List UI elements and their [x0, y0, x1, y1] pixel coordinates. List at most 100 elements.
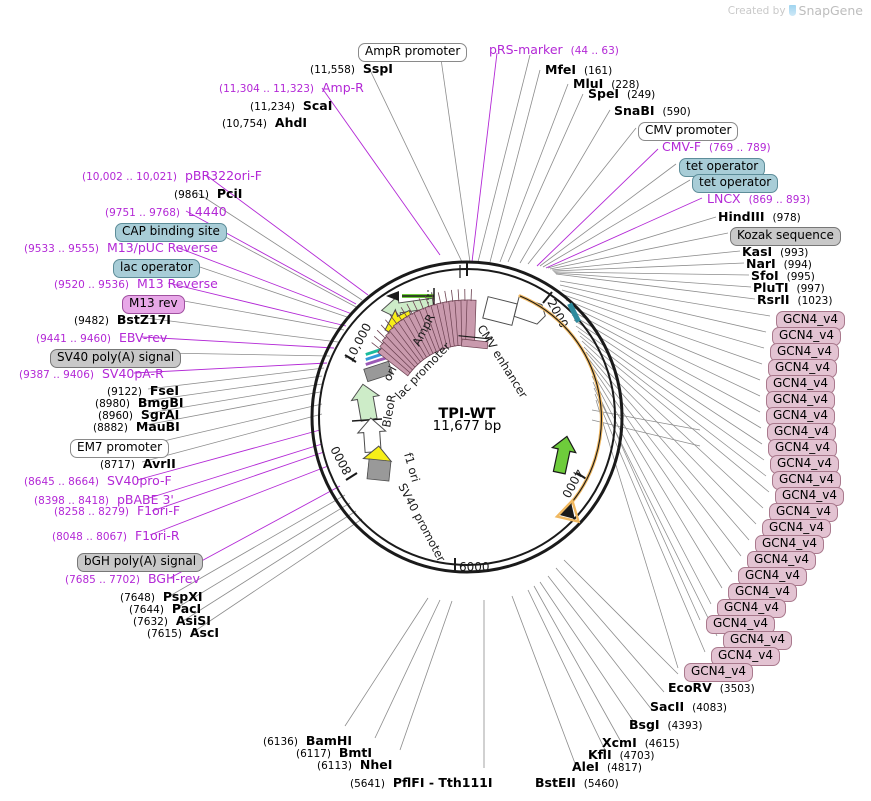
- feature-pill-gcn4-v4-5[interactable]: GCN4_v4: [766, 375, 836, 394]
- enzyme-label-asisi[interactable]: (7632) AsiSI: [133, 613, 211, 628]
- label-position: (8980): [95, 398, 130, 410]
- enzyme-label-bstz17i[interactable]: (9482) BstZ17I: [74, 313, 171, 327]
- leader-lines-primer-top: [321, 52, 703, 269]
- label-position: (249): [627, 89, 656, 101]
- primer-label-f1ori-r[interactable]: (8048 .. 8067) F1ori-R: [52, 529, 180, 543]
- feature-pill-gcn4-v4-8[interactable]: GCN4_v4: [767, 423, 837, 442]
- feature-lac-promoter: [363, 345, 394, 383]
- feature-cmv-enhancer: [482, 296, 581, 326]
- enzyme-label-alei[interactable]: AleI (4817): [572, 760, 642, 774]
- feature-pill-bgh-polya[interactable]: bGH poly(A) signal: [77, 553, 204, 572]
- enzyme-label-pspxi[interactable]: (7648) PspXI: [120, 590, 203, 604]
- label-name: AsiSI: [175, 613, 211, 628]
- enzyme-label-spei[interactable]: SpeI (249): [588, 87, 656, 101]
- label-name: AvrII: [142, 456, 176, 471]
- label-position: (10,754): [222, 118, 267, 130]
- feature-pill-sv40-polya[interactable]: SV40 poly(A) signal: [50, 349, 182, 368]
- enzyme-label-asci[interactable]: (7615) AscI: [147, 626, 219, 640]
- enzyme-label-pflfi[interactable]: (5641) PflFI - Tth111I: [350, 776, 493, 790]
- enzyme-label-snabi[interactable]: SnaBI (590): [614, 104, 691, 118]
- enzyme-label-ecorv[interactable]: EcoRV (3503): [668, 681, 755, 695]
- enzyme-label-maubi[interactable]: (8882) MauBI: [93, 420, 180, 434]
- enzyme-label-avrii[interactable]: (8717) AvrII: [100, 456, 176, 471]
- primer-label-sv40pa-r[interactable]: (9387 .. 9406) SV40pA-R: [19, 366, 164, 381]
- primer-label-prs-marker[interactable]: pRS-marker (44 .. 63): [489, 43, 619, 57]
- enzyme-label-sspi[interactable]: (11,558) SspI: [310, 62, 393, 76]
- enzyme-label-xcmi[interactable]: XcmI (4615): [602, 736, 680, 750]
- enzyme-label-nari[interactable]: NarI (994): [746, 257, 812, 271]
- feature-pill-cmv-promoter[interactable]: CMV promoter: [638, 122, 739, 141]
- label-position: (8258 .. 8279): [54, 506, 129, 518]
- feature-pill-em7-promoter[interactable]: EM7 promoter: [70, 439, 170, 458]
- primer-label-pbabe-3[interactable]: (8398 .. 8418) pBABE 3': [34, 493, 174, 507]
- enzyme-label-paci[interactable]: (7644) PacI: [129, 601, 202, 616]
- feature-ori: [384, 308, 417, 342]
- enzyme-label-bstelli[interactable]: BstEII (5460): [535, 776, 619, 790]
- enzyme-label-bamhi[interactable]: (6136) BamHI: [263, 734, 352, 748]
- primer-label-ebv-rev[interactable]: (9441 .. 9460) EBV-rev: [36, 331, 167, 345]
- enzyme-label-sfoi[interactable]: SfoI (995): [751, 269, 815, 283]
- feature-pill-gcn4-v4-4[interactable]: GCN4_v4: [768, 359, 838, 378]
- feature-pill-tet-operator-1[interactable]: tet operator: [679, 158, 766, 177]
- feature-pill-gcn4-v4-13[interactable]: GCN4_v4: [769, 503, 839, 522]
- primer-label-f1ori-f[interactable]: (8258 .. 8279) F1ori-F: [54, 504, 180, 518]
- label-position: (997): [796, 283, 825, 295]
- primer-label-m13-reverse[interactable]: (9520 .. 9536) M13 Reverse: [54, 277, 218, 291]
- feature-pill-gcn4-v4-2[interactable]: GCN4_v4: [772, 327, 842, 346]
- feature-pill-gcn4-v4-14[interactable]: GCN4_v4: [762, 519, 832, 538]
- label-name: PacI: [171, 601, 202, 616]
- enzyme-label-mfei[interactable]: MfeI (161): [545, 62, 612, 77]
- label-position: (11,304 .. 11,323): [219, 83, 315, 95]
- enzyme-label-sacii[interactable]: SacII (4083): [650, 700, 728, 714]
- feature-pill-kozak[interactable]: Kozak sequence: [730, 227, 841, 246]
- primer-label-lncx[interactable]: LNCX (869 .. 893): [707, 192, 810, 206]
- label-name: MfeI: [545, 62, 577, 77]
- label-name: SV40pA-R: [101, 366, 164, 381]
- feature-pill-gcn4-v4-20[interactable]: GCN4_v4: [706, 615, 776, 634]
- feature-pill-gcn4-v4-11[interactable]: GCN4_v4: [772, 471, 842, 490]
- enzyme-label-kfli[interactable]: KflI (4703): [588, 748, 654, 762]
- label-position: (6113): [317, 760, 352, 772]
- enzyme-label-ahdi[interactable]: (10,754) AhdI: [222, 116, 307, 130]
- label-name: Amp-R: [321, 80, 364, 95]
- enzyme-label-fsei[interactable]: (9122) FseI: [107, 384, 179, 398]
- feature-pill-lac-operator[interactable]: lac operator: [113, 259, 200, 278]
- enzyme-label-bmgbi[interactable]: (8980) BmgBI: [95, 396, 184, 410]
- enzyme-label-plutti[interactable]: PluTI (997): [753, 281, 825, 295]
- enzyme-label-pcii[interactable]: (9861) PciI: [174, 187, 242, 201]
- feature-pill-m13-rev[interactable]: M13 rev: [122, 295, 185, 314]
- feature-pill-cap-binding[interactable]: CAP binding site: [115, 223, 227, 242]
- label-position: (5460): [583, 778, 619, 790]
- enzyme-label-mlui[interactable]: MluI (228): [573, 77, 639, 91]
- label-position: (4083): [692, 702, 728, 714]
- plasmid-name: TPI-WT: [438, 406, 496, 422]
- primer-label-bgh-rev[interactable]: (7685 .. 7702) BGH-rev: [65, 572, 200, 586]
- feature-pill-amp-r-promoter[interactable]: AmpR promoter: [358, 43, 468, 62]
- enzyme-label-scai[interactable]: (11,234) ScaI: [250, 99, 332, 113]
- enzyme-label-nhei[interactable]: (6113) NheI: [317, 758, 392, 772]
- feature-pill-gcn4-v4-23[interactable]: GCN4_v4: [684, 663, 754, 682]
- enzyme-label-bsgi[interactable]: BsgI (4393): [629, 718, 702, 732]
- label-position: (9482): [74, 315, 109, 327]
- feature-pill-gcn4-v4-9[interactable]: GCN4_v4: [768, 439, 838, 458]
- enzyme-label-hindiii[interactable]: HindIII (978): [718, 210, 801, 224]
- primer-label-pbr322ori-f[interactable]: (10,002 .. 10,021) pBR322ori-F: [82, 169, 262, 183]
- feature-pill-gcn4-v4-12[interactable]: GCN4_v4: [775, 487, 845, 506]
- label-name: KasI: [742, 244, 773, 259]
- primer-label-amp-r-primer[interactable]: (11,304 .. 11,323) Amp-R: [219, 80, 364, 95]
- feature-pill-gcn4-v4-16[interactable]: GCN4_v4: [747, 551, 817, 570]
- enzyme-label-kasi[interactable]: KasI (993): [742, 244, 808, 259]
- enzyme-label-bmti[interactable]: (6117) BmtI: [296, 746, 372, 760]
- feature-pill-gcn4-v4-22[interactable]: GCN4_v4: [711, 647, 781, 666]
- enzyme-label-sgrai[interactable]: (8960) SgrAI: [98, 408, 179, 422]
- feature-pill-gcn4-v4-6[interactable]: GCN4_v4: [766, 391, 836, 410]
- feature-pill-gcn4-v4-19[interactable]: GCN4_v4: [717, 599, 787, 618]
- primer-label-sv40pro-f[interactable]: (8645 .. 8664) SV40pro-F: [24, 474, 172, 488]
- primer-label-m13-puc-rev[interactable]: (9533 .. 9555) M13/pUC Reverse: [24, 241, 218, 255]
- tick-label-2000: 2000: [544, 297, 571, 331]
- feature-pill-gcn4-v4-18[interactable]: GCN4_v4: [728, 583, 798, 602]
- enzyme-label-rsrii[interactable]: RsrII (1023): [757, 293, 832, 307]
- primer-label-l4440[interactable]: (9751 .. 9768) L4440: [105, 205, 227, 219]
- feature-pill-tet-operator-2[interactable]: tet operator: [692, 174, 779, 193]
- primer-label-cmv-f[interactable]: CMV-F (769 .. 789): [662, 140, 771, 154]
